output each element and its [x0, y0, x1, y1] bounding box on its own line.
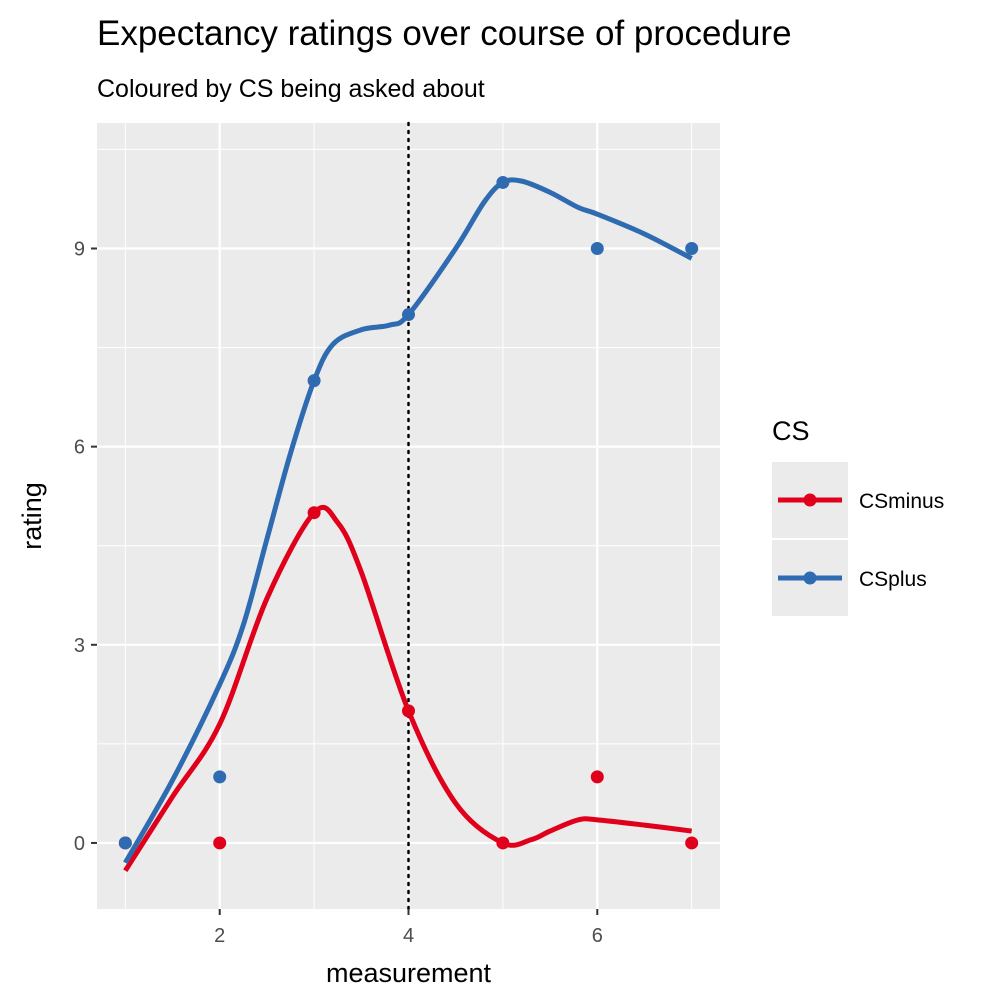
data-point-csminus — [685, 836, 699, 850]
x-tick-label: 4 — [403, 925, 414, 947]
x-axis-ticks: 2 4 6 — [214, 909, 603, 947]
legend: CSminus CSplus — [772, 462, 944, 616]
y-tick-label: 3 — [74, 635, 85, 657]
legend-label-csminus: CSminus — [859, 490, 944, 513]
data-point-csminus — [590, 770, 604, 784]
data-point-csplus — [307, 374, 321, 388]
y-axis-ticks: 0 3 6 9 — [74, 238, 97, 855]
legend-title: CS — [772, 416, 810, 446]
y-tick-label: 6 — [74, 437, 85, 459]
data-point-csminus — [402, 704, 415, 718]
legend-key-point-csplus — [803, 571, 817, 585]
data-point-csplus — [118, 836, 132, 850]
data-point-csplus — [402, 308, 415, 322]
data-point-csplus — [590, 241, 604, 255]
data-point-csminus — [496, 836, 510, 850]
data-point-csplus — [496, 175, 510, 189]
x-axis-title: measurement — [326, 958, 492, 988]
data-point-csplus — [213, 770, 227, 784]
y-tick-label: 9 — [74, 238, 85, 260]
chart-subtitle: Coloured by CS being asked about — [97, 75, 485, 103]
y-axis-title: rating — [17, 482, 47, 550]
series-line-csplus — [123, 177, 693, 865]
y-tick-label: 0 — [74, 833, 85, 855]
data-point-csplus — [685, 241, 699, 255]
data-point-csminus — [213, 836, 227, 850]
data-point-csminus — [307, 506, 321, 520]
x-tick-label: 6 — [592, 925, 603, 947]
x-tick-label: 2 — [214, 925, 225, 947]
legend-label-csplus: CSplus — [859, 568, 927, 591]
series-points — [118, 175, 699, 850]
chart-title: Expectancy ratings over course of proced… — [97, 14, 792, 53]
legend-key-point-csminus — [803, 493, 817, 507]
